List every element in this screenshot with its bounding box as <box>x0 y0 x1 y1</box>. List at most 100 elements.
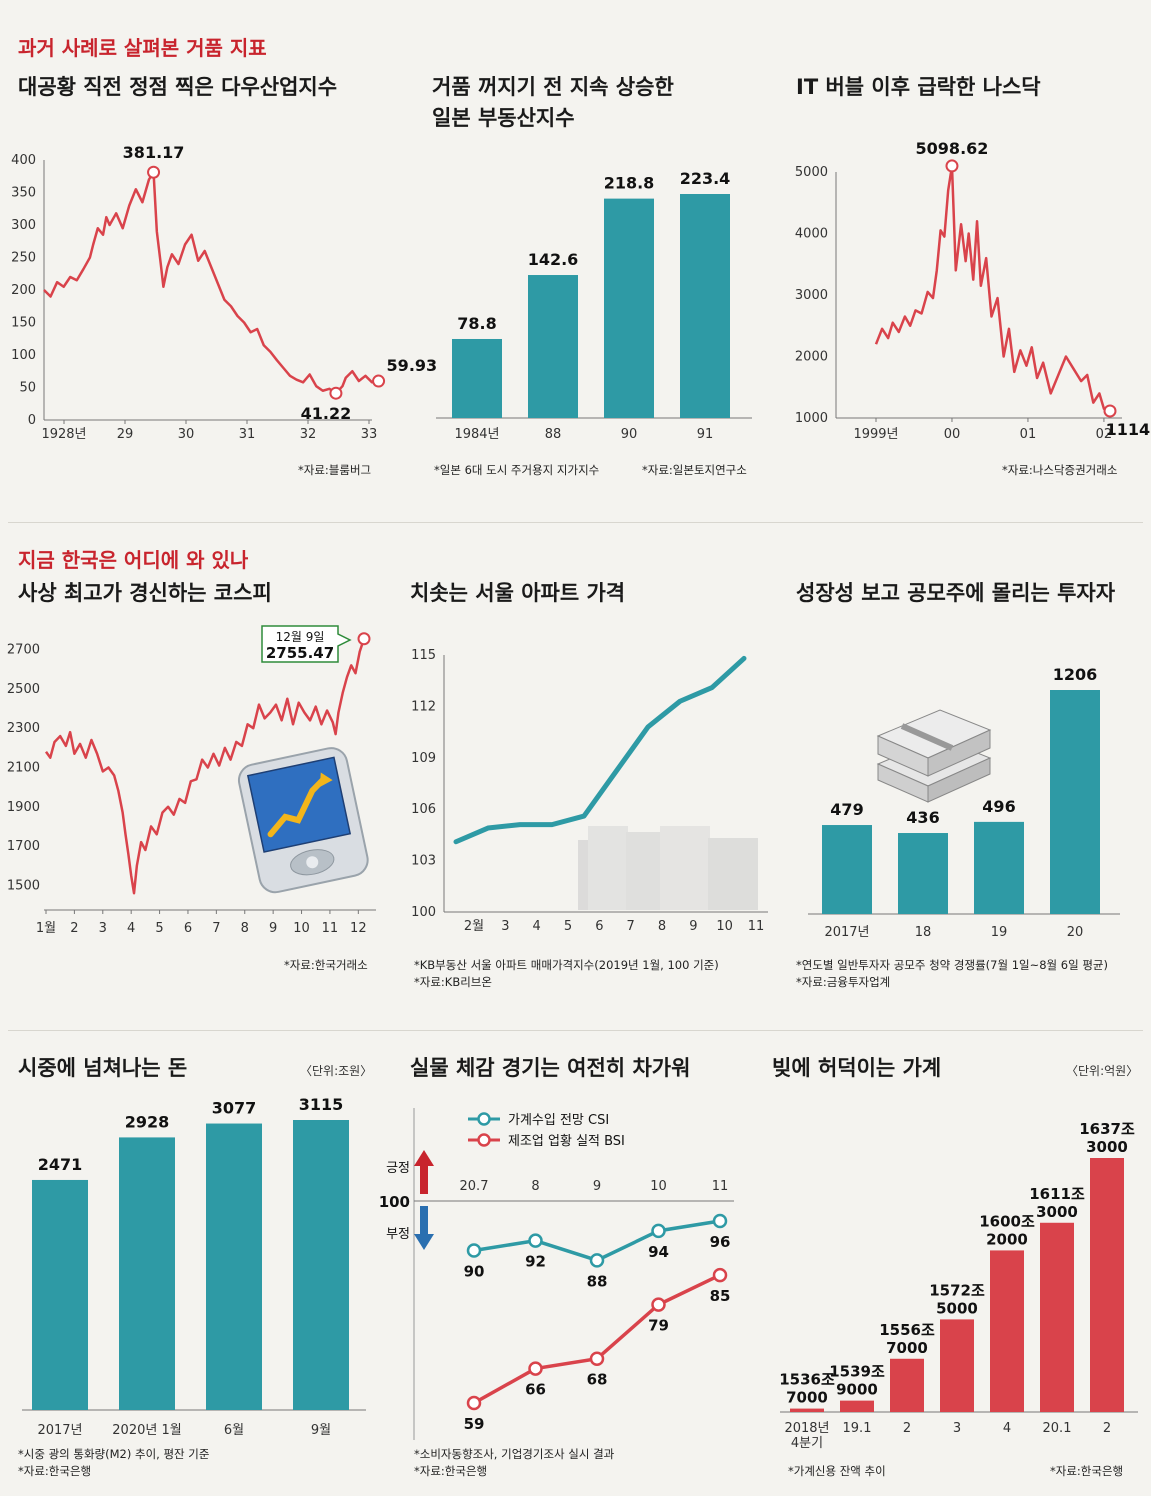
x-tick-label: 2 <box>903 1421 911 1436</box>
annotation-value: 2755.47 <box>266 644 334 662</box>
m2-note: *시중 광의 통화량(M2) 추이, 평잔 기준 <box>18 1447 210 1461</box>
bar-value-label: 1206 <box>1053 665 1098 684</box>
data-marker <box>945 159 959 173</box>
bar-value-label: 1536조 <box>779 1371 835 1389</box>
x-tick-label: 7 <box>627 919 635 934</box>
y-tick-label: 0 <box>28 413 36 428</box>
bar <box>1090 1158 1124 1412</box>
annotation-date: 12월 9일 <box>276 630 325 644</box>
bar <box>790 1408 824 1412</box>
x-tick-label: 6월 <box>224 1423 244 1438</box>
data-marker <box>712 1267 728 1283</box>
bar <box>974 821 1024 914</box>
x-tick-label: 8 <box>241 921 249 936</box>
section-now-title: 지금 한국은 어디에 와 있나 <box>18 548 249 572</box>
data-marker <box>528 1233 543 1248</box>
ipo-note: *연도별 일반투자자 공모주 청약 경쟁률(7월 1일~8월 6일 평균) <box>796 958 1108 972</box>
bar <box>890 1358 924 1412</box>
bar-value-label: 496 <box>982 797 1015 816</box>
series-line <box>43 170 379 395</box>
x-tick-label: 29 <box>117 427 134 442</box>
m2-unit: 〈단위:조원〉 <box>300 1064 373 1078</box>
bar-value-label: 142.6 <box>528 250 579 269</box>
y-tick-label: 100 <box>11 348 36 363</box>
bar <box>452 338 502 418</box>
data-marker <box>712 1213 728 1229</box>
data-label: 381.17 <box>123 143 185 162</box>
data-marker <box>329 386 343 400</box>
dow-source: *자료:블룸버그 <box>298 463 372 477</box>
x-tick-label: 1928년 <box>41 427 86 442</box>
data-label: 66 <box>525 1381 546 1399</box>
bar-value-label: 1556조 <box>879 1321 935 1339</box>
y-tick-label: 1500 <box>7 878 40 893</box>
japan-title-line1: 거품 꺼지기 전 지속 상승한 <box>432 75 674 99</box>
x-tick-label: 30 <box>178 427 195 442</box>
x-tick-label: 9 <box>689 919 697 934</box>
x-tick-label: 1984년 <box>454 427 499 442</box>
divider <box>8 522 1143 523</box>
bar-value-label: 218.8 <box>604 174 655 193</box>
bar <box>604 198 654 418</box>
y-tick-label: 100 <box>411 905 436 920</box>
x-tick-label: 8 <box>531 1179 539 1194</box>
y-tick-label: 50 <box>19 381 36 396</box>
legend-label: 제조업 업황 실적 BSI <box>508 1134 625 1149</box>
ipo-title: 성장성 보고 공모주에 몰리는 투자자 <box>796 581 1116 605</box>
x-tick-label: 20.7 <box>460 1179 489 1194</box>
y-tick-label: 5000 <box>795 165 828 180</box>
bar <box>840 1400 874 1412</box>
x-tick-label: 2017년 <box>37 1423 82 1438</box>
bar-value-label: 223.4 <box>680 169 731 188</box>
data-marker <box>357 632 371 646</box>
bar <box>32 1179 88 1410</box>
y-tick-label: 103 <box>411 854 436 869</box>
baseline-label: 100 <box>379 1193 410 1211</box>
data-marker <box>589 1351 605 1366</box>
bar-value-label: 436 <box>906 808 939 827</box>
nasdaq-title: IT 버블 이후 급락한 나스닥 <box>796 75 1041 99</box>
y-tick-label: 300 <box>11 218 36 233</box>
bar-value-label: 3000 <box>1036 1203 1078 1221</box>
pda-illustration <box>237 747 369 894</box>
x-tick-label: 4 <box>127 921 135 936</box>
x-tick-label: 11 <box>322 921 339 936</box>
y-tick-label: 350 <box>11 186 36 201</box>
x-tick-label: 2 <box>70 921 78 936</box>
x-tick-label: 8 <box>658 919 666 934</box>
x-tick-label: 31 <box>239 427 256 442</box>
y-tick-label: 2500 <box>7 682 40 697</box>
bar-value-label: 2000 <box>986 1230 1028 1248</box>
y-tick-label: 2300 <box>7 721 40 736</box>
data-marker <box>651 1223 666 1239</box>
seoul-note: *KB부동산 서울 아파트 매매가격지수(2019년 1월, 100 기준) <box>414 958 719 972</box>
x-tick-label: 01 <box>1020 427 1037 442</box>
x-tick-label: 32 <box>300 427 317 442</box>
data-label: 68 <box>587 1371 608 1389</box>
x-tick-label: 3 <box>953 1421 961 1436</box>
y-tick-label: 2700 <box>7 643 40 658</box>
csi-title: 실물 체감 경기는 여전히 차가워 <box>410 1056 691 1080</box>
x-tick-label: 5 <box>155 921 163 936</box>
x-tick-label: 20 <box>1067 925 1084 940</box>
y-tick-label: 3000 <box>795 288 828 303</box>
data-marker <box>147 165 161 179</box>
x-tick-label: 18 <box>915 925 932 940</box>
x-tick-label: 00 <box>944 427 961 442</box>
kospi-title: 사상 최고가 경신하는 코스피 <box>18 581 272 605</box>
x-tick-label: 9 <box>269 921 277 936</box>
series-line <box>453 655 747 845</box>
x-tick-label: 90 <box>621 427 638 442</box>
bar <box>680 194 730 418</box>
series-line <box>874 164 1111 413</box>
x-tick-label: 33 <box>361 427 378 442</box>
debt-source: *자료:한국은행 <box>1050 1464 1124 1478</box>
x-tick-label: 19 <box>991 925 1008 940</box>
x-tick-label: 10 <box>293 921 310 936</box>
x-tick-label: 2017년 <box>824 925 869 940</box>
seoul-source: *자료:KB리브온 <box>414 975 492 989</box>
y-tick-label: 200 <box>11 283 36 298</box>
bar-value-label: 7000 <box>786 1389 828 1407</box>
series-line <box>44 638 366 895</box>
x-tick-label: 11 <box>712 1179 729 1194</box>
